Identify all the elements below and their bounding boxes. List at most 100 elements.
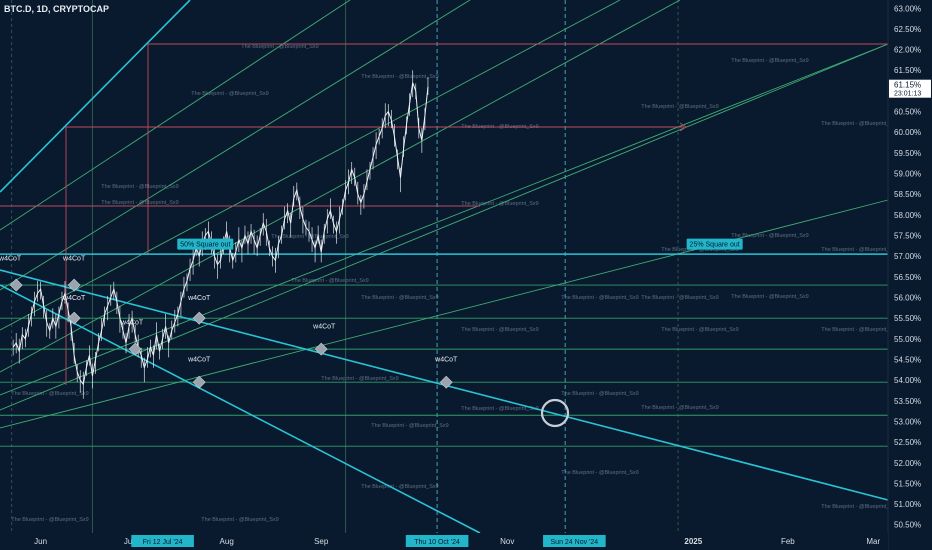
y-tick-label: 57.50% [894, 232, 921, 241]
square-out-badge [686, 238, 743, 250]
watermark-text: The Blueprint - @Blueprint_Sx9 [661, 327, 738, 333]
watermark-text: The Blueprint - @Blueprint_Sx9 [561, 470, 638, 476]
watermark-text: The Blueprint - @Blueprint_Sx9 [11, 391, 88, 397]
x-tick-label: 2025 [684, 537, 702, 546]
x-tick-label: Aug [220, 537, 234, 546]
date-marker-text: Fri 12 Jul '24 [143, 539, 183, 546]
y-tick-label: 59.00% [894, 170, 921, 179]
y-tick-label: 57.00% [894, 252, 921, 261]
watermark-text: The Blueprint - @Blueprint_Sx9 [731, 233, 808, 239]
watermark-text: The Blueprint - @Blueprint_Sx9 [361, 74, 438, 80]
watermark-text: The Blueprint - @Blueprint_Sx9 [371, 423, 448, 429]
x-tick-label: Sep [314, 537, 329, 546]
watermark-text: The Blueprint - @Blueprint_Sx9 [461, 406, 538, 412]
gann-fan-line [0, 199, 889, 429]
watermark-text: The Blueprint - @Blueprint_Sx9 [461, 327, 538, 333]
pivot-diamond [128, 342, 142, 356]
date-marker-text: Thu 10 Oct '24 [414, 539, 460, 546]
gann-fan-line [0, 0, 681, 373]
y-tick-label: 52.50% [894, 438, 921, 447]
y-tick-label: 59.50% [894, 149, 921, 158]
w4cot-label: w4CoT [312, 324, 336, 331]
current-price-text: 61.15% [894, 81, 921, 90]
watermark-text: The Blueprint - @Blueprint_Sx9 [641, 104, 718, 110]
x-tick-label: Jun [34, 537, 47, 546]
y-tick-label: 60.50% [894, 108, 921, 117]
watermark-text: The Blueprint - @Blueprint_Sx9 [641, 295, 718, 301]
watermark-text: The Blueprint - @Blueprint_Sx9 [561, 391, 638, 397]
watermark-text: The Blueprint - @Blueprint_Sx9 [101, 184, 178, 190]
y-tick-label: 58.50% [894, 190, 921, 199]
y-tick-label: 53.50% [894, 397, 921, 406]
gann-fan-line [0, 43, 889, 411]
w4cot-label: w4CoT [120, 320, 144, 327]
w4cot-label: w4CoT [62, 295, 86, 302]
pivot-diamond [192, 311, 206, 325]
y-tick-label: 51.00% [894, 500, 921, 509]
gann-fan-line [0, 43, 889, 396]
watermark-text: The Blueprint - @Blueprint_Sx9 [731, 294, 808, 300]
date-marker-badge [131, 535, 194, 547]
y-tick-label: 56.00% [894, 293, 921, 302]
cyan-trend-line [0, 0, 191, 193]
y-tick-label: 62.00% [894, 46, 921, 55]
y-tick-label: 54.50% [894, 355, 921, 364]
pivot-diamond [192, 375, 206, 389]
watermark-text: The Blueprint - @Blueprint_Sx9 [241, 44, 318, 50]
watermark-text: The Blueprint - @Blueprint_Sx9 [201, 517, 278, 523]
x-tick-label: Nov [500, 537, 514, 546]
y-tick-label: 61.50% [894, 66, 921, 75]
y-tick-label: 58.00% [894, 211, 921, 220]
highlight-circle [540, 398, 570, 428]
watermark-text: The Blueprint - @Blueprint_Sx9 [731, 58, 808, 64]
watermark-text: The Blueprint - @Blueprint_Sx9 [361, 484, 438, 490]
watermark-text: The Blueprint - @Blueprint_Sx9 [661, 247, 738, 253]
watermark-text: The Blueprint - @Blueprint_Sx9 [821, 121, 898, 127]
w4cot-label: w4CoT [0, 256, 22, 263]
current-price-badge [889, 79, 931, 98]
y-tick-label: 55.50% [894, 314, 921, 323]
y-tick-label: 53.00% [894, 417, 921, 426]
watermark-text: The Blueprint - @Blueprint_Sx9 [321, 376, 398, 382]
square-out-text: 50% Square out [180, 242, 230, 249]
pivot-diamond [314, 342, 328, 356]
chart-title: BTC.D, 1D, CRYPTOCAP [4, 4, 109, 14]
pivot-diamond [67, 278, 81, 292]
w4cot-label: w4CoT [187, 357, 211, 364]
y-tick-label: 60.00% [894, 128, 921, 137]
y-tick-label: 51.50% [894, 479, 921, 488]
date-marker-badge [405, 535, 469, 547]
y-tick-label: 54.00% [894, 376, 921, 385]
watermark-text: The Blueprint - @Blueprint_Sx9 [821, 247, 898, 253]
square-out-badge [177, 238, 234, 250]
watermark-text: The Blueprint - @Blueprint_Sx9 [561, 295, 638, 301]
y-tick-label: 63.00% [894, 4, 921, 13]
watermark-text: The Blueprint - @Blueprint_Sx9 [641, 405, 718, 411]
countdown-text: 23:01:13 [894, 91, 921, 98]
w4cot-label: w4CoT [434, 357, 458, 364]
y-tick-label: 55.00% [894, 335, 921, 344]
y-tick-label: 56.50% [894, 273, 921, 282]
date-marker-text: Sun 24 Nov '24 [551, 539, 599, 546]
y-tick-label: 50.50% [894, 521, 921, 530]
x-tick-label: Feb [781, 537, 795, 546]
w4cot-label: w4CoT [187, 295, 211, 302]
x-tick-label: Mar [866, 537, 880, 546]
pivot-diamond [439, 375, 453, 389]
gann-fan-line [0, 0, 351, 231]
watermark-text: The Blueprint - @Blueprint_Sx9 [191, 91, 268, 97]
watermark-text: The Blueprint - @Blueprint_Sx9 [821, 504, 898, 510]
watermark-text: The Blueprint - @Blueprint_Sx9 [11, 517, 88, 523]
x-tick-label: Jul [124, 537, 134, 546]
pivot-diamond [9, 278, 23, 292]
gann-fan-line [0, 0, 621, 331]
cyan-trend-line [0, 284, 481, 534]
watermark-text: The Blueprint - @Blueprint_Sx9 [291, 278, 368, 284]
price-line [12, 82, 429, 386]
pivot-diamond [67, 311, 81, 325]
square-out-text: 25% Square out [690, 242, 740, 249]
watermark-text: The Blueprint - @Blueprint_Sx9 [271, 234, 348, 240]
watermark-text: The Blueprint - @Blueprint_Sx9 [361, 295, 438, 301]
